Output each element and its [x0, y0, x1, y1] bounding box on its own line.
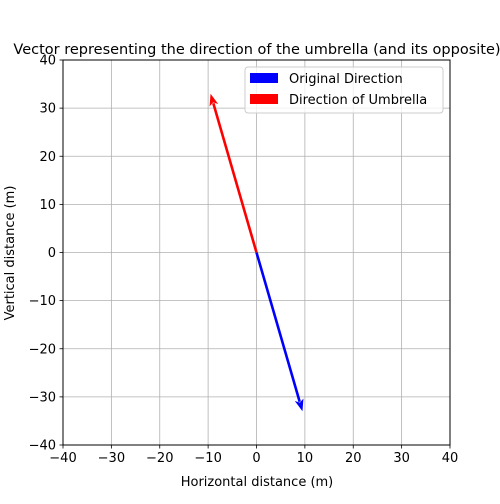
- arrow-original-direction: [255, 252, 304, 412]
- arrow-umbrella-direction: [209, 93, 258, 253]
- arrow-original-direction-shaft: [255, 252, 301, 403]
- x-tick-label: −10: [194, 451, 221, 466]
- y-tick-label: 20: [39, 150, 56, 165]
- y-tick-label: −30: [29, 390, 56, 405]
- y-tick-label: 40: [39, 54, 56, 69]
- x-tick-label: 30: [393, 451, 410, 466]
- x-tick-label: 40: [442, 451, 459, 466]
- x-tick-label: −40: [49, 451, 76, 466]
- x-tick-label: −30: [98, 451, 125, 466]
- legend-label-original: Original Direction: [289, 72, 403, 87]
- y-axis-label: Vertical distance (m): [3, 186, 18, 321]
- y-tick-label: −20: [29, 342, 56, 357]
- arrow-original-direction-head: [294, 398, 304, 412]
- arrow-umbrella-direction-shaft: [212, 102, 258, 253]
- y-tick-label: 30: [39, 102, 56, 117]
- legend-box: [244, 66, 444, 114]
- x-tick-label: 20: [345, 451, 362, 466]
- y-tick-label: −40: [29, 439, 56, 454]
- y-tick-label: −10: [29, 294, 56, 309]
- arrows: [209, 93, 304, 412]
- legend: Original Direction Direction of Umbrella: [244, 66, 444, 114]
- ticks: −40 −30 −20 −10 0 10 20 30 40 −40 −30 −20 −10 0 10 20 30…: [29, 54, 459, 467]
- y-tick-label: 0: [48, 246, 56, 261]
- x-tick-label: 10: [297, 451, 314, 466]
- legend-swatch-original: [250, 73, 278, 83]
- x-tick-label: 0: [252, 451, 260, 466]
- arrow-umbrella-direction-head: [209, 93, 219, 107]
- x-axis-label: Horizontal distance (m): [181, 475, 334, 490]
- x-tick-label: −20: [146, 451, 173, 466]
- y-tick-label: 10: [39, 198, 56, 213]
- legend-swatch-umbrella: [250, 94, 278, 104]
- legend-label-umbrella: Direction of Umbrella: [289, 93, 427, 108]
- chart-title: Vector representing the direction of the…: [13, 42, 500, 58]
